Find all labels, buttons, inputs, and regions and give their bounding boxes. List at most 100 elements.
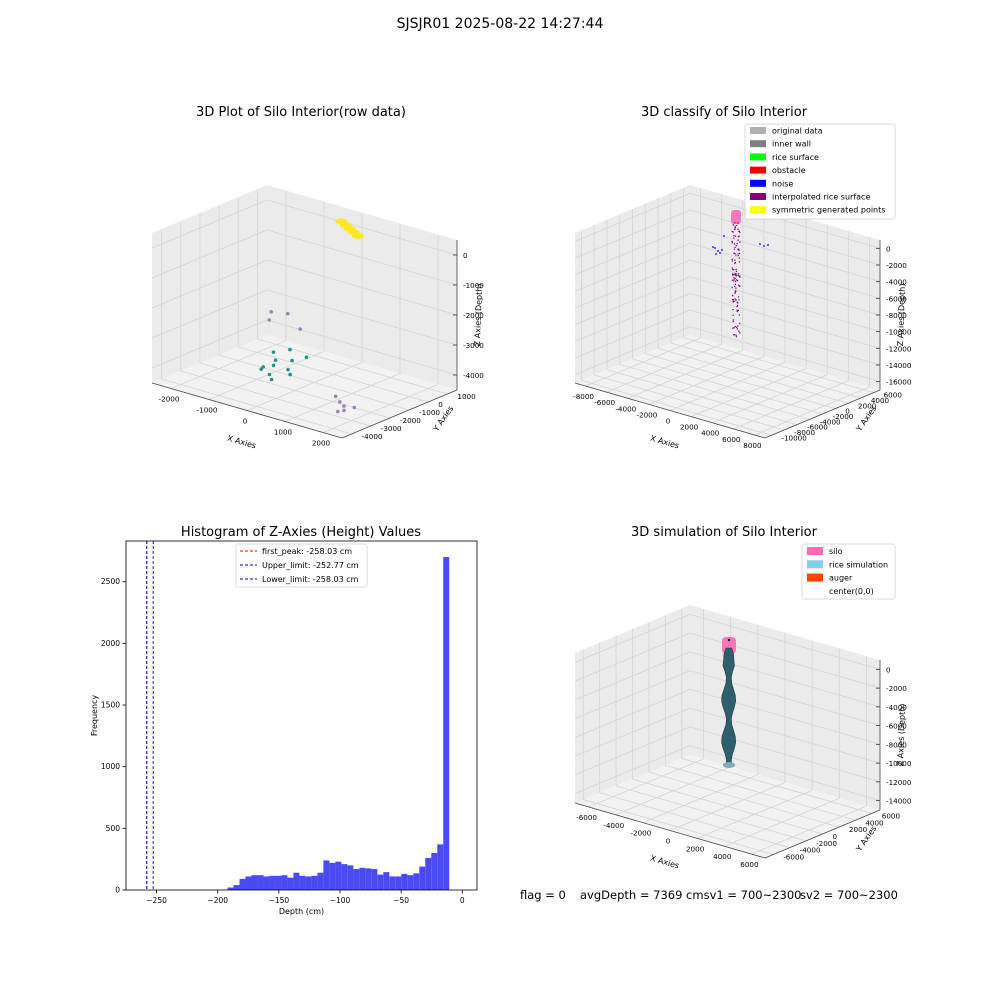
- hist-bar: [437, 844, 444, 890]
- hist-bar: [329, 862, 336, 890]
- panel2-title: 3D classify of Silo Interior: [641, 105, 808, 120]
- interpolated-point: [734, 292, 736, 294]
- grid-y: [594, 374, 785, 431]
- y-axis-line: [764, 389, 881, 439]
- legend-label: interpolated rice surface: [772, 193, 870, 202]
- interpolated-point: [734, 225, 736, 227]
- interpolated-point: [734, 273, 736, 275]
- panel4-3d-simulation: -6000-4000-20000200040006000600040002000…: [574, 543, 912, 870]
- hist-bar: [383, 872, 390, 890]
- x-tick-label: 8000: [743, 441, 762, 450]
- grid-y: [657, 347, 849, 404]
- legend-label: obstacle: [772, 166, 806, 175]
- legend-swatch: [807, 560, 823, 569]
- x-tick-label: −200: [207, 896, 228, 905]
- x-tick-label: 1000: [274, 428, 293, 437]
- x-axis-label: X Axies: [226, 434, 257, 451]
- interpolated-point: [732, 224, 734, 226]
- x-tick-label: 6000: [722, 435, 741, 444]
- y-tick-label: 4000: [871, 396, 890, 405]
- hist-bar: [359, 867, 366, 890]
- y-tick-label: 0: [833, 832, 838, 841]
- grid-x: [322, 384, 439, 433]
- legend-label: rice surface: [772, 153, 819, 162]
- hist-bar: [239, 878, 246, 890]
- hist-bar: [263, 876, 270, 890]
- legend-classify: original data inner wall rice surface obsta…: [744, 123, 896, 220]
- y-tick-label: 1000: [457, 392, 476, 401]
- z-axis-label: Z Axies (Depth): [473, 283, 484, 346]
- y-tick-label: -8000: [794, 428, 815, 437]
- data-point: [338, 400, 342, 404]
- legend-label: silo: [829, 547, 843, 556]
- hist-bar: [281, 875, 288, 890]
- grid-x: [284, 373, 401, 422]
- z-tick-label: -10000: [886, 759, 912, 768]
- legend-swatch: [750, 166, 766, 174]
- data-point: [352, 405, 357, 410]
- legend-label: inner wall: [772, 140, 811, 149]
- interpolated-point: [737, 325, 739, 327]
- interpolated-point: [736, 224, 738, 227]
- interpolated-point: [733, 276, 735, 279]
- grid-z-back: [689, 632, 881, 689]
- hist-bar: [341, 864, 348, 890]
- interpolated-point: [735, 268, 737, 271]
- interpolated-point: [731, 240, 733, 243]
- y-tick-label: 0: [438, 400, 443, 409]
- interpolated-point: [734, 252, 736, 255]
- hist-bar: [311, 875, 318, 890]
- y-tick-label: -6000: [807, 423, 828, 432]
- interpolated-point: [734, 259, 736, 261]
- grid-y: [645, 353, 836, 410]
- x-tick-label: −250: [146, 896, 167, 905]
- interpolated-point: [735, 336, 738, 338]
- z-tick-label: -4000: [886, 703, 907, 712]
- interpolated-point: [733, 273, 735, 276]
- hist-bar: [353, 869, 360, 890]
- silo-top-marker: [731, 210, 741, 224]
- panel3-histogram: −250 −200 −150 −100 −50 0 0 500 1000 1500 2000 2500…: [90, 540, 478, 916]
- data-point: [271, 363, 276, 368]
- y-axis-line: [764, 809, 881, 859]
- interpolated-point: [734, 222, 736, 224]
- grid-x: [208, 351, 325, 400]
- legend-box: [744, 123, 896, 220]
- interpolated-point: [735, 254, 737, 256]
- interpolated-point: [739, 276, 741, 278]
- data-point: [286, 367, 290, 372]
- legend-simulation: silo rice simulation auger center(0,0): [801, 543, 896, 600]
- y-tick-label: 2000: [849, 825, 868, 834]
- interpolated-point: [733, 280, 735, 282]
- grid-z-left: [151, 319, 268, 369]
- data-point: [267, 372, 272, 377]
- interpolated-point: [736, 310, 738, 313]
- interpolated-point: [735, 299, 737, 301]
- grid-y: [683, 337, 874, 394]
- data-point: [288, 347, 292, 352]
- interpolated-point: [737, 254, 739, 257]
- y-axis-line: [341, 389, 458, 439]
- legend-label: symmetric generated points: [772, 206, 885, 215]
- x-tick-label: -1000: [197, 406, 218, 415]
- interpolated-point: [738, 273, 740, 275]
- interpolated-point: [739, 241, 741, 243]
- z-axis-label: Z Axies (Depth): [896, 283, 907, 346]
- grid-y: [583, 799, 774, 855]
- interpolated-point: [731, 260, 733, 262]
- y-tick-label: 0: [115, 886, 120, 895]
- z-tick-label: -8000: [886, 740, 907, 749]
- interpolated-point: [737, 309, 739, 312]
- interpolated-point: [733, 234, 735, 237]
- center-marker: [727, 638, 731, 642]
- grid-z-left: [151, 259, 268, 309]
- z-tick-label: -4000: [463, 371, 484, 380]
- grid-z-back: [689, 259, 881, 316]
- data-point: [342, 408, 346, 413]
- rice-simulation-base: [723, 762, 735, 768]
- y-tick-label: -10000: [781, 433, 807, 442]
- hist-bar: [227, 887, 234, 890]
- grid-z-back: [689, 276, 881, 333]
- interpolated-point: [737, 302, 739, 304]
